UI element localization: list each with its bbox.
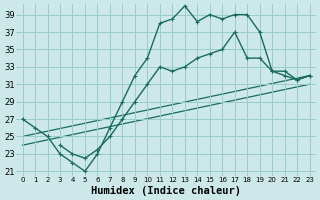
X-axis label: Humidex (Indice chaleur): Humidex (Indice chaleur)	[91, 186, 241, 196]
